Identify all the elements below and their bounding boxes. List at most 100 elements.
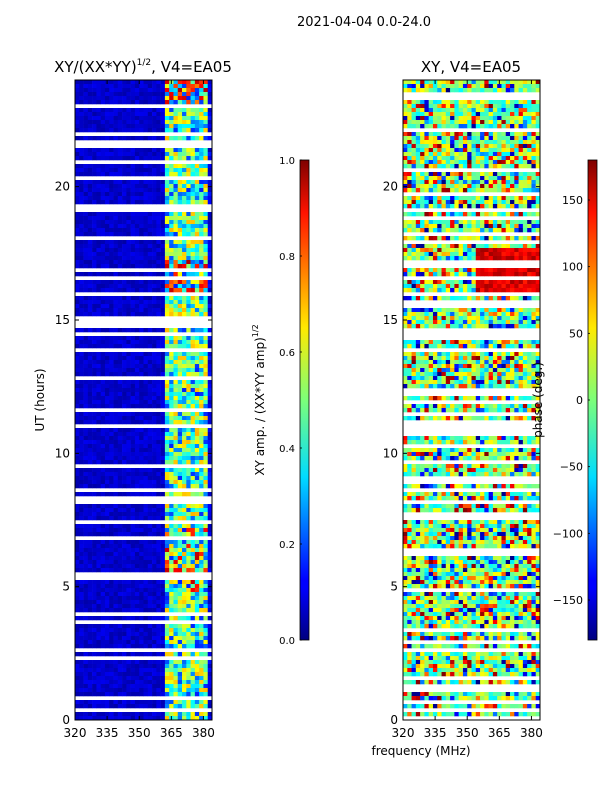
heatmap-cell xyxy=(165,476,170,480)
heatmap-cell xyxy=(96,460,101,464)
heatmap-cell xyxy=(84,440,89,444)
heatmap-cell xyxy=(199,460,204,464)
heatmap-cell xyxy=(203,504,208,508)
heatmap-cell xyxy=(75,660,80,664)
heatmap-cell xyxy=(493,152,498,156)
heatmap-cell xyxy=(531,196,536,200)
heatmap-cell xyxy=(79,328,84,332)
heatmap-cell xyxy=(182,628,187,632)
heatmap-cell xyxy=(199,616,204,620)
heatmap-cell xyxy=(497,84,502,88)
heatmap-cell xyxy=(144,108,149,112)
heatmap-cell xyxy=(139,668,144,672)
heatmap-cell xyxy=(199,652,204,656)
heatmap-cell xyxy=(152,100,157,104)
heatmap-cell xyxy=(195,328,200,332)
heatmap-cell xyxy=(203,432,208,436)
heatmap-cell xyxy=(178,548,183,552)
heatmap-cell xyxy=(118,360,123,364)
heatmap-cell xyxy=(92,592,97,596)
heatmap-cell xyxy=(195,544,200,548)
heatmap-cell xyxy=(523,172,528,176)
heatmap-cell xyxy=(199,84,204,88)
heatmap-cell xyxy=(114,556,119,560)
heatmap-cell xyxy=(433,148,438,152)
heatmap-cell xyxy=(186,368,191,372)
heatmap-cell xyxy=(472,120,477,124)
heatmap-cell xyxy=(101,248,106,252)
heatmap-cell xyxy=(199,456,204,460)
heatmap-cell xyxy=(75,564,80,568)
heatmap-cell xyxy=(75,676,80,680)
heatmap-cell xyxy=(195,272,200,276)
heatmap-cell xyxy=(88,508,93,512)
heatmap-cell xyxy=(122,692,127,696)
heatmap-cell xyxy=(92,400,97,404)
heatmap-cell xyxy=(75,644,80,648)
heatmap-cell xyxy=(118,636,123,640)
heatmap-cell xyxy=(144,592,149,596)
heatmap-cell xyxy=(161,212,166,216)
heatmap-cell xyxy=(122,600,127,604)
heatmap-cell xyxy=(173,600,178,604)
heatmap-cell xyxy=(186,600,191,604)
heatmap-cell xyxy=(420,112,425,116)
heatmap-cell xyxy=(131,312,136,316)
heatmap-cell xyxy=(484,104,489,108)
heatmap-cell xyxy=(165,444,170,448)
heatmap-cell xyxy=(139,200,144,204)
heatmap-cell xyxy=(135,448,140,452)
heatmap-cell xyxy=(156,96,161,100)
heatmap-cell xyxy=(79,224,84,228)
heatmap-cell xyxy=(114,632,119,636)
heatmap-cell xyxy=(96,700,101,704)
heatmap-cell xyxy=(450,100,455,104)
heatmap-cell xyxy=(203,712,208,716)
heatmap-cell xyxy=(139,584,144,588)
heatmap-cell xyxy=(109,152,114,156)
heatmap-cell xyxy=(186,404,191,408)
heatmap-cell xyxy=(131,272,136,276)
heatmap-cell xyxy=(135,600,140,604)
heatmap-cell xyxy=(463,156,468,160)
heatmap-cell xyxy=(118,112,123,116)
heatmap-cell xyxy=(454,84,459,88)
heatmap-cell xyxy=(203,700,208,704)
heatmap-cell xyxy=(126,516,131,520)
heatmap-cell xyxy=(424,108,429,112)
heatmap-cell xyxy=(182,92,187,96)
heatmap-cell xyxy=(186,184,191,188)
heatmap-cell xyxy=(84,456,89,460)
heatmap-cell xyxy=(96,272,101,276)
heatmap-cell xyxy=(442,80,447,84)
heatmap-cell xyxy=(480,140,485,144)
heatmap-cell xyxy=(191,248,196,252)
heatmap-cell xyxy=(173,116,178,120)
heatmap-cell xyxy=(203,556,208,560)
heatmap-cell xyxy=(122,560,127,564)
heatmap-cell xyxy=(203,440,208,444)
heatmap-cell xyxy=(101,244,106,248)
heatmap-cell xyxy=(156,148,161,152)
heatmap-cell xyxy=(480,184,485,188)
heatmap-cell xyxy=(514,88,519,92)
heatmap-cell xyxy=(195,356,200,360)
heatmap-cell xyxy=(96,664,101,668)
heatmap-cell xyxy=(178,628,183,632)
heatmap-cell xyxy=(489,156,494,160)
heatmap-cell xyxy=(92,80,97,84)
panel-amplitude-title-sup: 1/2 xyxy=(137,58,151,68)
heatmap-cell xyxy=(165,680,170,684)
heatmap-cell xyxy=(424,184,429,188)
heatmap-cell xyxy=(152,300,157,304)
heatmap-cell xyxy=(101,508,106,512)
heatmap-cell xyxy=(178,560,183,564)
heatmap-cell xyxy=(105,172,110,176)
heatmap-cell xyxy=(186,188,191,192)
heatmap-cell xyxy=(178,416,183,420)
heatmap-cell xyxy=(182,260,187,264)
heatmap-cell xyxy=(178,196,183,200)
heatmap-cell xyxy=(169,632,174,636)
heatmap-cell xyxy=(131,120,136,124)
heatmap-cell xyxy=(152,404,157,408)
